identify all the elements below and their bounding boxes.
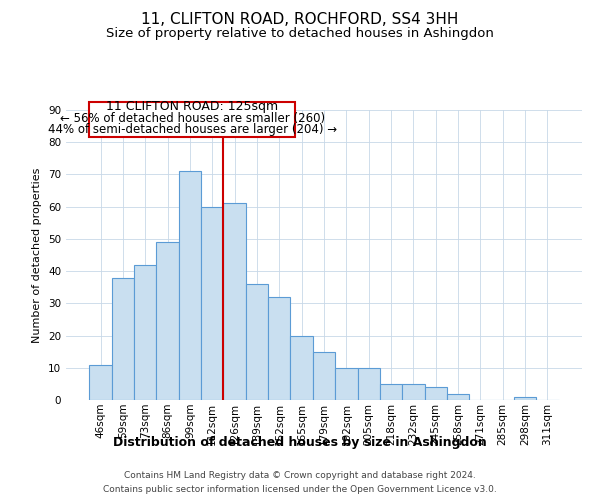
Bar [246,284,268,400]
Bar [201,206,223,400]
Text: Contains HM Land Registry data © Crown copyright and database right 2024.: Contains HM Land Registry data © Crown c… [124,472,476,480]
Bar [223,204,246,400]
Bar [335,368,358,400]
Bar [268,297,290,400]
Text: ← 56% of detached houses are smaller (260): ← 56% of detached houses are smaller (26… [59,112,325,124]
Text: 44% of semi-detached houses are larger (204) →: 44% of semi-detached houses are larger (… [47,123,337,136]
Bar [514,397,536,400]
Bar [157,242,179,400]
Bar [358,368,380,400]
Bar [402,384,425,400]
Text: Size of property relative to detached houses in Ashingdon: Size of property relative to detached ho… [106,28,494,40]
Bar [425,387,447,400]
Bar [112,278,134,400]
Text: Contains public sector information licensed under the Open Government Licence v3: Contains public sector information licen… [103,484,497,494]
Text: 11 CLIFTON ROAD: 125sqm: 11 CLIFTON ROAD: 125sqm [106,100,278,114]
Y-axis label: Number of detached properties: Number of detached properties [32,168,43,342]
Bar [89,364,112,400]
Bar [290,336,313,400]
Bar [179,171,201,400]
Bar [313,352,335,400]
Bar [447,394,469,400]
Bar [380,384,402,400]
Text: Distribution of detached houses by size in Ashingdon: Distribution of detached houses by size … [113,436,487,449]
FancyBboxPatch shape [89,102,295,138]
Bar [134,264,157,400]
Text: 11, CLIFTON ROAD, ROCHFORD, SS4 3HH: 11, CLIFTON ROAD, ROCHFORD, SS4 3HH [142,12,458,28]
